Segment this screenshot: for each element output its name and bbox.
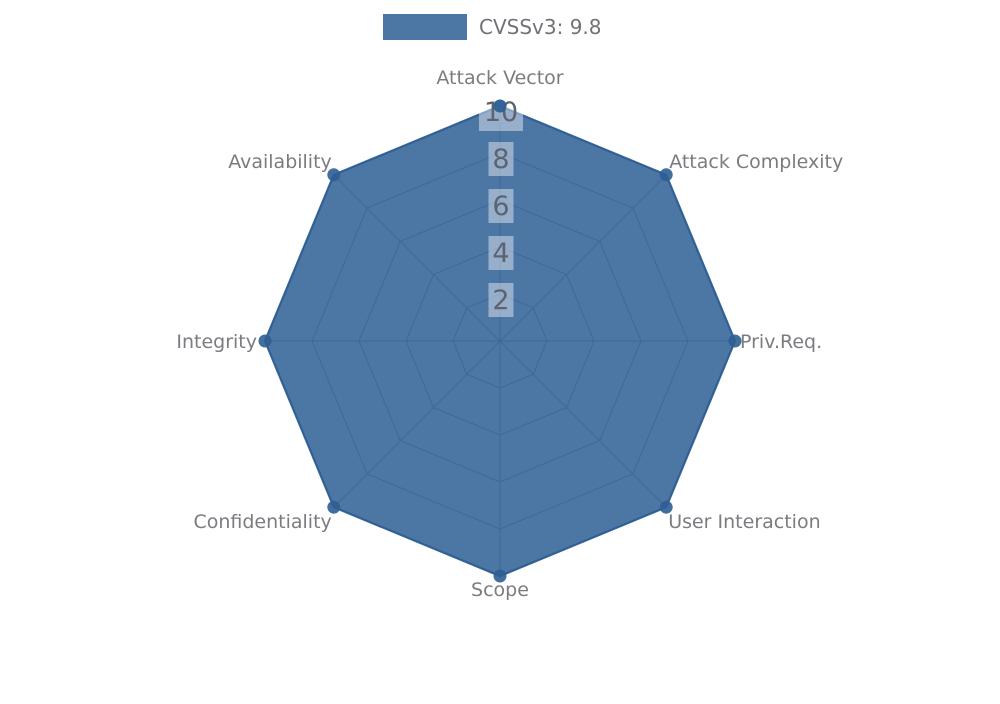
series-marker (493, 569, 507, 583)
axis-label-user-interaction: User Interaction (668, 511, 820, 533)
series-marker (327, 168, 341, 182)
axis-label-attack-complexity: Attack Complexity (669, 151, 843, 173)
series-marker-apex (493, 99, 507, 113)
series-marker (728, 334, 742, 348)
axis-label-confidentiality: Confidentiality (193, 511, 331, 533)
tick-box (488, 283, 514, 317)
tick-box (488, 142, 514, 176)
tick-box (488, 189, 514, 223)
tick-label: 2 (492, 285, 509, 316)
series-marker (258, 334, 272, 348)
axis-label-availability: Availability (228, 151, 332, 173)
tick-label: 6 (492, 191, 509, 222)
chart-legend: CVSSv3: 9.8 (383, 14, 602, 40)
series-marker (659, 500, 673, 514)
axis-label-priv-req-: Priv.Req. (740, 331, 822, 353)
legend-label: CVSSv3: 9.8 (479, 15, 602, 39)
axis-label-integrity: Integrity (176, 331, 257, 353)
axis-label-scope: Scope (471, 579, 529, 601)
tick-label: 4 (492, 238, 509, 269)
axis-label-attack-vector: Attack Vector (436, 67, 563, 89)
series-marker (327, 500, 341, 514)
legend-swatch (383, 14, 467, 40)
tick-label: 8 (492, 144, 509, 175)
tick-box (488, 236, 514, 270)
series-marker (659, 168, 673, 182)
